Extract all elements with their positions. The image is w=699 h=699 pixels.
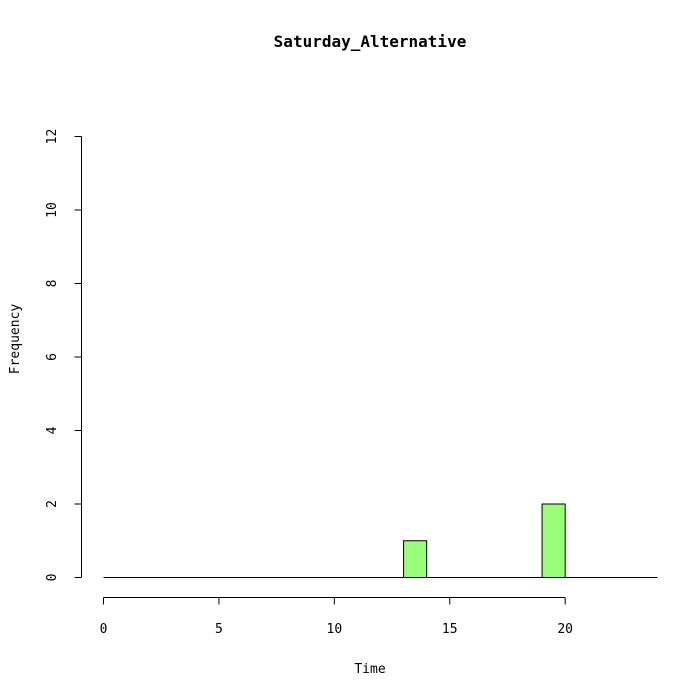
x-tick-label: 10 xyxy=(327,622,343,637)
chart-title: Saturday_Alternative xyxy=(274,32,467,51)
y-axis: 0 2 4 6 8 10 12 xyxy=(45,129,82,582)
x-tick-label: 0 xyxy=(100,622,108,637)
x-tick-label: 5 xyxy=(215,622,223,637)
x-tick-label: 15 xyxy=(442,622,458,637)
y-axis-label: Frequency xyxy=(8,304,23,375)
y-tick-label: 8 xyxy=(45,280,60,288)
histogram-bar xyxy=(403,540,428,578)
x-tick-label: 20 xyxy=(557,622,573,637)
x-axis: 0 5 10 15 20 xyxy=(100,597,573,637)
y-tick-label: 2 xyxy=(45,500,60,508)
x-axis-label: Time xyxy=(354,662,385,677)
histogram-bar xyxy=(541,503,566,578)
y-tick-label: 6 xyxy=(45,353,60,361)
y-tick-label: 10 xyxy=(45,202,60,218)
y-tick-label: 12 xyxy=(45,129,60,145)
y-tick-label: 0 xyxy=(45,574,60,582)
bars-layer xyxy=(103,503,658,578)
y-tick-label: 4 xyxy=(45,426,60,434)
